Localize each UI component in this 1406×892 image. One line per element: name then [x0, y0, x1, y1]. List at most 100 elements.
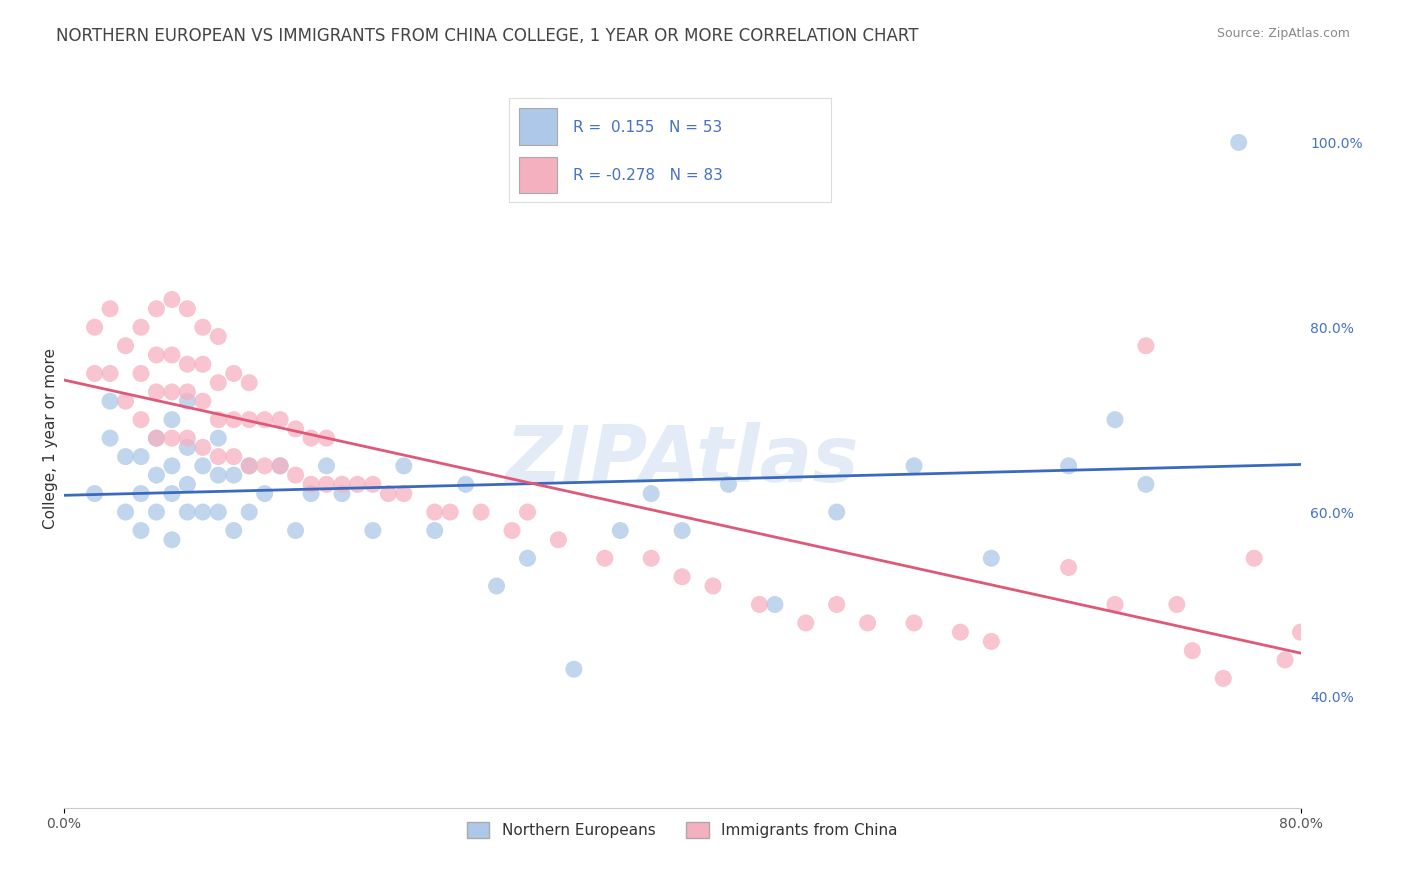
Y-axis label: College, 1 year or more: College, 1 year or more — [44, 348, 58, 529]
Point — [129, 320, 152, 334]
Point — [547, 533, 569, 547]
Point — [1104, 412, 1126, 426]
Point — [98, 394, 121, 409]
Point — [145, 431, 167, 445]
Point — [83, 320, 105, 334]
Point — [1057, 560, 1080, 574]
Point — [269, 458, 291, 473]
Legend: Northern Europeans, Immigrants from China: Northern Europeans, Immigrants from Chin… — [460, 816, 904, 845]
Point — [1057, 458, 1080, 473]
Point — [176, 357, 198, 371]
Point — [222, 450, 245, 464]
Point — [454, 477, 477, 491]
Point — [176, 477, 198, 491]
Point — [299, 477, 322, 491]
Point — [1135, 339, 1157, 353]
Point — [98, 301, 121, 316]
Point — [207, 431, 229, 445]
Point — [160, 533, 183, 547]
Point — [516, 551, 538, 566]
Point — [1289, 625, 1312, 640]
Point — [284, 524, 307, 538]
Point — [98, 367, 121, 381]
Point — [114, 450, 136, 464]
Point — [1166, 598, 1188, 612]
Point — [145, 505, 167, 519]
Point — [222, 367, 245, 381]
Point — [253, 412, 276, 426]
Point — [702, 579, 724, 593]
Text: ZIPAtlas: ZIPAtlas — [505, 422, 859, 499]
Point — [238, 412, 260, 426]
Point — [191, 458, 214, 473]
Point — [346, 477, 368, 491]
Point — [238, 505, 260, 519]
Point — [1227, 136, 1250, 150]
Point — [980, 634, 1002, 648]
Point — [392, 486, 415, 500]
Point — [361, 524, 384, 538]
Point — [253, 486, 276, 500]
Point — [207, 450, 229, 464]
Point — [748, 598, 770, 612]
Point — [145, 348, 167, 362]
Point — [825, 598, 848, 612]
Point — [1274, 653, 1296, 667]
Point — [207, 468, 229, 483]
Point — [145, 384, 167, 399]
Point — [191, 394, 214, 409]
Point — [1320, 653, 1343, 667]
Point — [1351, 672, 1374, 686]
Point — [299, 486, 322, 500]
Point — [423, 505, 446, 519]
Point — [330, 477, 353, 491]
Point — [361, 477, 384, 491]
Point — [980, 551, 1002, 566]
Text: NORTHERN EUROPEAN VS IMMIGRANTS FROM CHINA COLLEGE, 1 YEAR OR MORE CORRELATION C: NORTHERN EUROPEAN VS IMMIGRANTS FROM CHI… — [56, 27, 918, 45]
Point — [238, 458, 260, 473]
Point — [1243, 551, 1265, 566]
Point — [671, 524, 693, 538]
Point — [83, 486, 105, 500]
Point — [129, 367, 152, 381]
Point — [253, 458, 276, 473]
Point — [269, 412, 291, 426]
Point — [284, 468, 307, 483]
Point — [145, 431, 167, 445]
Point — [222, 524, 245, 538]
Point — [717, 477, 740, 491]
Point — [825, 505, 848, 519]
Point — [640, 486, 662, 500]
Point — [176, 384, 198, 399]
Point — [176, 441, 198, 455]
Point — [1212, 672, 1234, 686]
Point — [129, 450, 152, 464]
Point — [160, 486, 183, 500]
Point — [330, 486, 353, 500]
Point — [207, 329, 229, 343]
Point — [903, 615, 925, 630]
Point — [439, 505, 461, 519]
Point — [763, 598, 786, 612]
Point — [1135, 477, 1157, 491]
Point — [114, 394, 136, 409]
Point — [238, 458, 260, 473]
Point — [114, 505, 136, 519]
Point — [284, 422, 307, 436]
Point — [207, 505, 229, 519]
Point — [176, 431, 198, 445]
Point — [377, 486, 399, 500]
Point — [315, 458, 337, 473]
Point — [114, 339, 136, 353]
Point — [176, 505, 198, 519]
Text: Source: ZipAtlas.com: Source: ZipAtlas.com — [1216, 27, 1350, 40]
Point — [145, 301, 167, 316]
Point — [315, 431, 337, 445]
Point — [176, 301, 198, 316]
Point — [1104, 598, 1126, 612]
Point — [160, 348, 183, 362]
Point — [392, 458, 415, 473]
Point — [794, 615, 817, 630]
Point — [160, 384, 183, 399]
Point — [1382, 625, 1405, 640]
